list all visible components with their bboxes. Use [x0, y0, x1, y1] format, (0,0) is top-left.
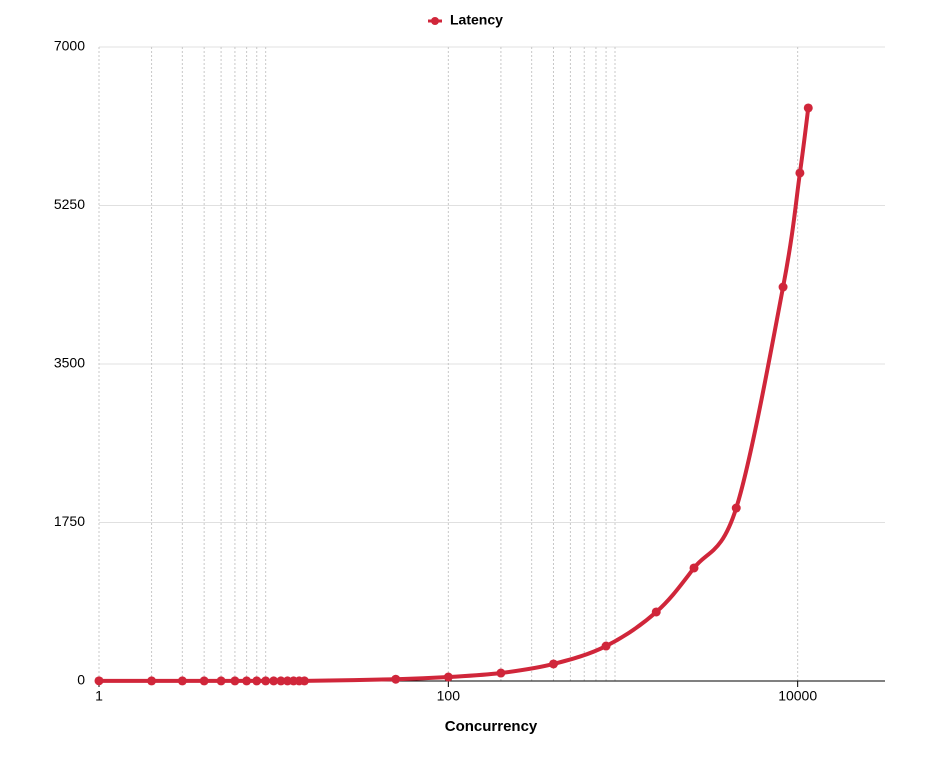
point [548, 659, 558, 669]
x-tick-label: 100 [437, 688, 461, 704]
point [299, 676, 309, 686]
point [601, 641, 611, 651]
point [252, 676, 262, 686]
legend-marker [431, 17, 439, 25]
legend-label: Latency [450, 12, 503, 28]
point [216, 676, 226, 686]
point [731, 503, 741, 513]
x-tick-label: 10000 [778, 688, 817, 704]
y-tick-label: 3500 [54, 355, 85, 371]
point [269, 676, 279, 686]
point [230, 676, 240, 686]
y-tick-label: 1750 [54, 513, 85, 529]
point [199, 676, 209, 686]
x-tick-label: 1 [95, 688, 103, 704]
point [147, 676, 157, 686]
point [795, 168, 805, 178]
point [803, 103, 813, 113]
y-tick-label: 5250 [54, 196, 85, 212]
point [778, 282, 788, 292]
y-tick-label: 7000 [54, 38, 85, 54]
point [261, 676, 271, 686]
point [94, 676, 104, 686]
point [651, 607, 661, 617]
point [689, 563, 699, 573]
point [496, 668, 506, 678]
y-tick-label: 0 [77, 672, 85, 688]
point [177, 676, 187, 686]
point [391, 674, 401, 684]
x-axis-label: Concurrency [445, 718, 538, 735]
point [276, 676, 286, 686]
series-line [98, 107, 811, 684]
point [443, 672, 453, 682]
point [242, 676, 252, 686]
